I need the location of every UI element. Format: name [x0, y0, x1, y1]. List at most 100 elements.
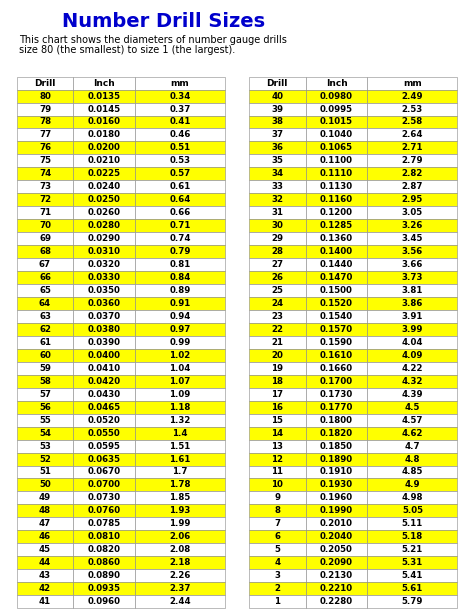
Text: 0.0810: 0.0810 [88, 532, 121, 541]
Bar [249, 245, 306, 258]
Text: 53: 53 [39, 441, 51, 451]
Text: 57: 57 [39, 390, 51, 398]
Text: 0.2280: 0.2280 [320, 597, 353, 606]
Bar [306, 206, 367, 219]
Text: 0.0310: 0.0310 [88, 247, 121, 256]
Bar [135, 543, 225, 556]
Bar [135, 323, 225, 336]
Bar [367, 530, 457, 543]
Text: 0.71: 0.71 [169, 221, 191, 230]
Text: 80: 80 [39, 91, 51, 101]
Bar [73, 452, 135, 465]
Bar [367, 388, 457, 401]
Text: 0.97: 0.97 [169, 325, 191, 334]
Text: 0.1590: 0.1590 [320, 338, 353, 347]
Text: 5.31: 5.31 [402, 558, 423, 567]
Text: 25: 25 [271, 286, 283, 295]
Bar [73, 349, 135, 362]
Text: 2.44: 2.44 [169, 597, 191, 606]
Bar [249, 388, 306, 401]
Bar [135, 154, 225, 167]
Text: 71: 71 [39, 208, 51, 217]
Text: Drill: Drill [34, 78, 56, 88]
Bar [367, 284, 457, 297]
Bar [306, 452, 367, 465]
Text: 0.1470: 0.1470 [320, 273, 353, 282]
Bar [135, 310, 225, 323]
Text: 2.58: 2.58 [402, 118, 423, 126]
Text: 1.4: 1.4 [173, 428, 188, 438]
Text: 0.1065: 0.1065 [320, 143, 353, 153]
Bar [17, 452, 73, 465]
Bar [367, 77, 457, 89]
Text: 0.64: 0.64 [169, 196, 191, 204]
Bar [17, 77, 73, 89]
Bar [17, 388, 73, 401]
Text: 0.0330: 0.0330 [88, 273, 121, 282]
Bar [135, 427, 225, 440]
Bar [249, 504, 306, 517]
Text: 72: 72 [39, 196, 51, 204]
Bar [135, 452, 225, 465]
Bar [73, 310, 135, 323]
Text: 0.2050: 0.2050 [320, 546, 353, 554]
Bar [249, 193, 306, 206]
Bar [249, 180, 306, 193]
Bar [306, 492, 367, 504]
Bar [17, 284, 73, 297]
Bar [135, 167, 225, 180]
Bar [367, 440, 457, 452]
Text: 0.66: 0.66 [170, 208, 191, 217]
Text: 0.1540: 0.1540 [320, 312, 353, 321]
Bar [306, 349, 367, 362]
Text: 0.0225: 0.0225 [88, 169, 121, 178]
Text: 5.05: 5.05 [402, 506, 423, 516]
Text: 68: 68 [39, 247, 51, 256]
Text: 22: 22 [271, 325, 283, 334]
Text: 4: 4 [274, 558, 280, 567]
Bar [306, 569, 367, 582]
Bar [73, 142, 135, 154]
Bar [17, 167, 73, 180]
Text: 4.39: 4.39 [401, 390, 423, 398]
Bar [367, 543, 457, 556]
Text: 12: 12 [271, 454, 283, 463]
Text: 0.1730: 0.1730 [320, 390, 353, 398]
Text: 2.87: 2.87 [401, 182, 423, 191]
Bar [135, 142, 225, 154]
Text: 43: 43 [39, 571, 51, 580]
Text: 21: 21 [271, 338, 283, 347]
Text: 10: 10 [271, 481, 283, 489]
Bar [73, 193, 135, 206]
Text: 74: 74 [39, 169, 51, 178]
Text: 0.0410: 0.0410 [88, 364, 121, 373]
Text: 0.1285: 0.1285 [320, 221, 353, 230]
Bar [367, 167, 457, 180]
Bar [367, 362, 457, 375]
Text: 0.0180: 0.0180 [88, 131, 121, 139]
Text: 0.2130: 0.2130 [320, 571, 353, 580]
Bar [249, 310, 306, 323]
Text: 2.95: 2.95 [402, 196, 423, 204]
Bar [367, 582, 457, 595]
Text: 5.79: 5.79 [401, 597, 423, 606]
Text: 2.64: 2.64 [401, 131, 423, 139]
Text: 37: 37 [271, 131, 283, 139]
Text: 0.0380: 0.0380 [88, 325, 121, 334]
Text: 0.79: 0.79 [169, 247, 191, 256]
Bar [17, 530, 73, 543]
Bar [306, 582, 367, 595]
Text: 13: 13 [271, 441, 283, 451]
Bar [135, 595, 225, 608]
Text: 0.0860: 0.0860 [88, 558, 121, 567]
Text: 0.1440: 0.1440 [320, 260, 353, 269]
Text: mm: mm [403, 78, 422, 88]
Text: 47: 47 [39, 519, 51, 528]
Text: 7: 7 [274, 519, 280, 528]
Bar [306, 543, 367, 556]
Text: 1.99: 1.99 [169, 519, 191, 528]
Text: 78: 78 [39, 118, 51, 126]
Bar [367, 556, 457, 569]
Bar [249, 517, 306, 530]
Text: 27: 27 [271, 260, 283, 269]
